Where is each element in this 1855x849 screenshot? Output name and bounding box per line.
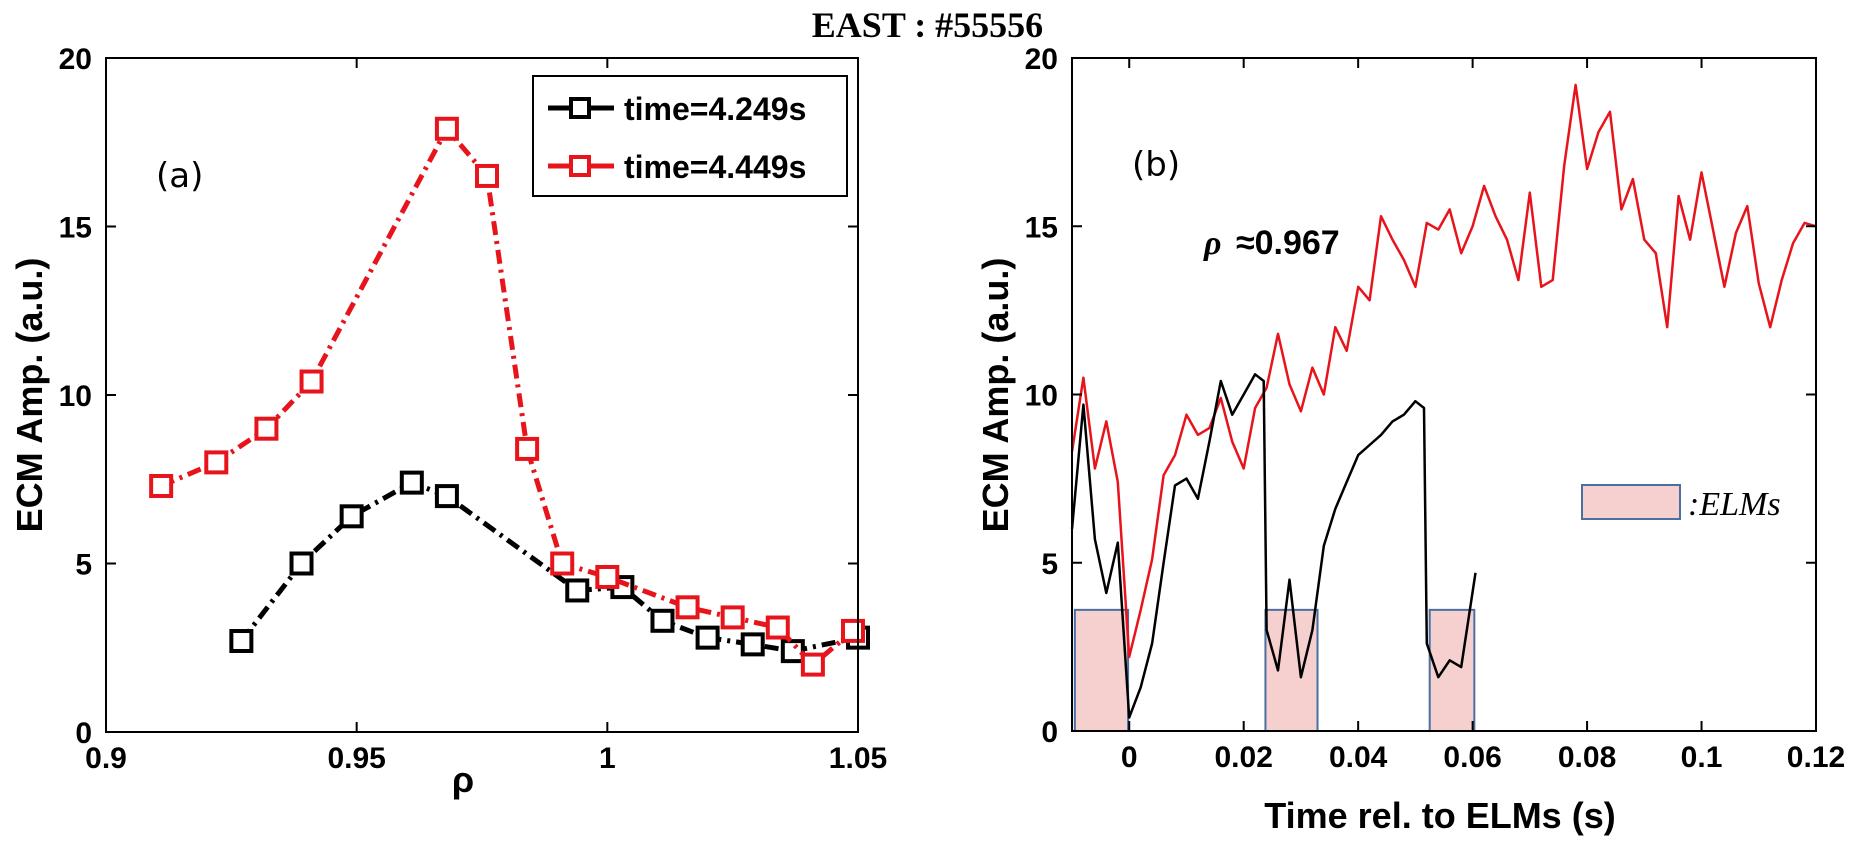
- chart-a-series: [149, 116, 870, 677]
- chart-a-series-2-point: [434, 116, 459, 141]
- y-tick-label: 10: [59, 380, 92, 413]
- figure-title: EAST : #55556: [811, 5, 1044, 45]
- chart-b-legend: :ELMs: [1581, 484, 1781, 523]
- chart-a-series-2-point: [149, 473, 174, 498]
- chart-a-series-1-point: [650, 608, 675, 633]
- chart-a-series-2-point: [720, 605, 745, 630]
- chart-a-series-1-point: [229, 629, 254, 654]
- chart-a-series-1-point: [289, 551, 314, 576]
- chart-a-series-1-point: [339, 504, 364, 529]
- rho-value: ≈0.967: [1236, 224, 1340, 262]
- elm-legend-label: :ELMs: [1688, 486, 1781, 523]
- chart-a-series-2-point: [765, 615, 790, 640]
- chart-b: 0 0.02 0.04 0.06 0.08 0.1 0.12 0 5 10 15 20 (b) Tim…: [975, 43, 1845, 836]
- y-tick-label: 10: [1025, 380, 1058, 413]
- chart-b-series-2-line: [1070, 373, 1477, 719]
- x-tick-label: 1.05: [829, 742, 887, 775]
- chart-a-series-2-line: [160, 126, 855, 668]
- chart-a-series-1-point: [399, 470, 424, 495]
- chart-a-series-2-point: [800, 652, 825, 677]
- chart-a-series-2-point: [475, 163, 500, 188]
- x-tick-label: 0.02: [1214, 741, 1272, 774]
- legend-label-series-1: time=4.249s: [624, 91, 806, 127]
- chart-a-series-2-point: [299, 369, 324, 394]
- x-tick-label: 0.9: [85, 742, 127, 775]
- chart-a-series-1-point: [565, 578, 590, 603]
- chart-b-elm-windows: [1073, 608, 1476, 732]
- y-tick-label: 0: [75, 717, 92, 750]
- chart-a-series-2-point: [254, 416, 279, 441]
- chart-a-series-1-point: [434, 484, 459, 509]
- chart-a-series-2-point: [595, 564, 620, 589]
- chart-a-series-2-point: [550, 551, 575, 576]
- chart-b-panel-label: (b): [1132, 145, 1180, 185]
- x-tick-label: 0.1: [1681, 741, 1723, 774]
- elm-window-1: [1073, 608, 1130, 732]
- legend-marker-series-1: [569, 97, 591, 119]
- x-tick-label: 0: [1121, 741, 1138, 774]
- chart-a-series-2-point: [675, 595, 700, 620]
- chart-a-series-1-point: [695, 625, 720, 650]
- chart-b-ticks: 0 0.02 0.04 0.06 0.08 0.1 0.12 0 5 10 15 20: [1025, 43, 1846, 774]
- chart-b-x-axis-label: Time rel. to ELMs (s): [1264, 795, 1615, 836]
- chart-b-series: [1070, 83, 1817, 719]
- elm-legend-swatch: [1581, 484, 1681, 520]
- chart-a-series-2-point: [204, 450, 229, 475]
- chart-a-series-2-point: [515, 436, 540, 461]
- y-tick-label: 20: [59, 43, 92, 76]
- y-tick-label: 5: [1041, 548, 1058, 581]
- elm-window-2: [1264, 608, 1319, 732]
- chart-a-legend: time=4.249s time=4.449s: [532, 75, 848, 197]
- x-tick-label: 0.08: [1558, 741, 1616, 774]
- y-tick-label: 15: [59, 212, 92, 245]
- chart-a-series-1-point: [780, 639, 805, 664]
- chart-a-y-axis-label: ECM Amp. (a.u.): [9, 258, 50, 533]
- x-tick-label: 0.06: [1443, 741, 1501, 774]
- chart-a: 0.9 0.95 1 1.05 0 5 10 15 20 (a) ρ ECM Amp. (a.u…: [9, 43, 887, 800]
- y-tick-label: 5: [75, 549, 92, 582]
- legend-marker-series-2: [569, 155, 591, 177]
- y-tick-label: 0: [1041, 716, 1058, 749]
- y-tick-label: 20: [1025, 43, 1058, 76]
- chart-b-series-1-line: [1070, 83, 1817, 659]
- chart-b-y-axis-label: ECM Amp. (a.u.): [975, 258, 1016, 533]
- x-tick-label: 1: [599, 742, 616, 775]
- chart-a-series-2-point: [840, 618, 865, 643]
- x-tick-label: 0.12: [1787, 741, 1845, 774]
- chart-a-series-1-point: [740, 632, 765, 657]
- x-tick-label: 0.04: [1329, 741, 1388, 774]
- chart-b-rho-annotation: ρ ≈0.967: [1203, 224, 1340, 262]
- chart-a-panel-label: (a): [156, 156, 203, 196]
- legend-label-series-2: time=4.449s: [624, 149, 806, 185]
- rho-symbol: ρ: [1203, 225, 1222, 262]
- chart-a-ticks: 0.9 0.95 1 1.05 0 5 10 15 20: [59, 43, 888, 775]
- x-tick-label: 0.95: [327, 742, 385, 775]
- chart-a-x-axis-label: ρ: [452, 759, 474, 800]
- y-tick-label: 15: [1025, 211, 1058, 244]
